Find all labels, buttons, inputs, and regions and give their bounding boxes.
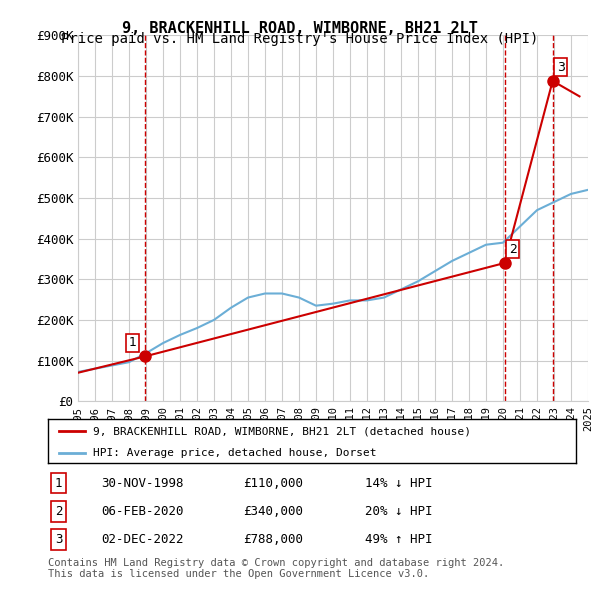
Text: 2: 2 [55, 505, 62, 518]
Text: 1: 1 [55, 477, 62, 490]
Text: 1: 1 [128, 336, 136, 349]
Text: HPI: Average price, detached house, Dorset: HPI: Average price, detached house, Dors… [93, 448, 376, 458]
Text: 02-DEC-2022: 02-DEC-2022 [101, 533, 184, 546]
Text: 30-NOV-1998: 30-NOV-1998 [101, 477, 184, 490]
Text: 14% ↓ HPI: 14% ↓ HPI [365, 477, 432, 490]
Text: 3: 3 [55, 533, 62, 546]
Text: 3: 3 [557, 61, 565, 74]
Text: £788,000: £788,000 [244, 533, 304, 546]
Text: Price paid vs. HM Land Registry's House Price Index (HPI): Price paid vs. HM Land Registry's House … [61, 32, 539, 47]
Text: 9, BRACKENHILL ROAD, WIMBORNE, BH21 2LT: 9, BRACKENHILL ROAD, WIMBORNE, BH21 2LT [122, 21, 478, 35]
Text: 06-FEB-2020: 06-FEB-2020 [101, 505, 184, 518]
Text: £340,000: £340,000 [244, 505, 304, 518]
Text: 20% ↓ HPI: 20% ↓ HPI [365, 505, 432, 518]
Text: £110,000: £110,000 [244, 477, 304, 490]
Text: 49% ↑ HPI: 49% ↑ HPI [365, 533, 432, 546]
Text: 2: 2 [509, 243, 517, 256]
Text: 9, BRACKENHILL ROAD, WIMBORNE, BH21 2LT (detached house): 9, BRACKENHILL ROAD, WIMBORNE, BH21 2LT … [93, 427, 471, 436]
Text: Contains HM Land Registry data © Crown copyright and database right 2024.
This d: Contains HM Land Registry data © Crown c… [48, 558, 504, 579]
